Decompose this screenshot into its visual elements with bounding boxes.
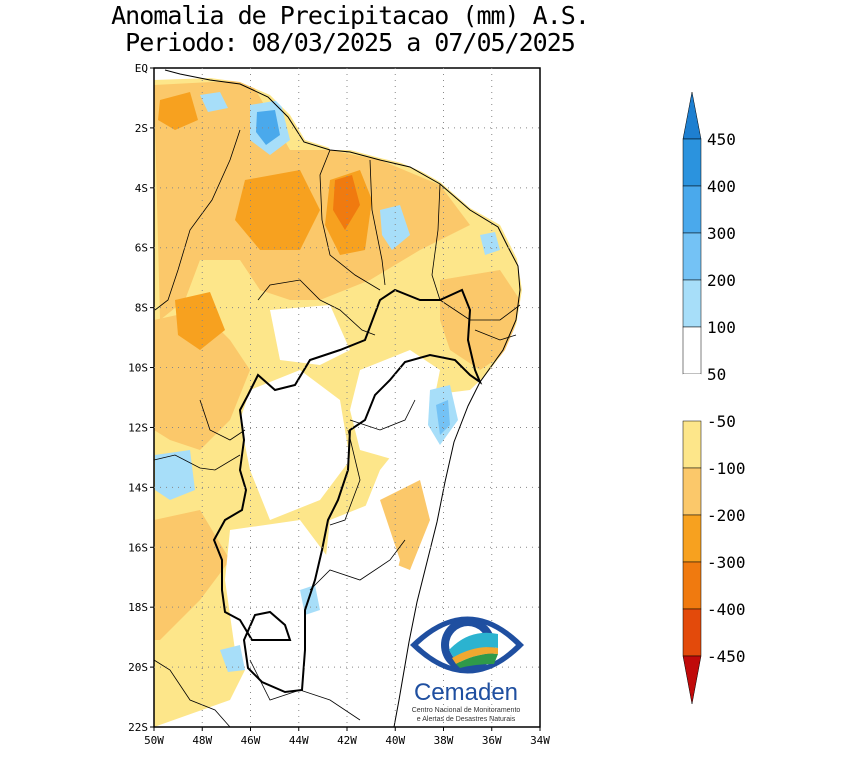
colorbar-bin-50 — [682, 326, 702, 375]
colorbar-bin-m300 — [682, 561, 702, 610]
colorbar-label-m450: -450 — [707, 647, 746, 666]
colorbar-top-arrow — [682, 91, 702, 140]
latitude-label: 18S — [128, 601, 148, 614]
logo-name: Cemaden — [414, 679, 518, 706]
colorbar-label-m400: -400 — [707, 600, 746, 619]
colorbar-label-m100: -100 — [707, 459, 746, 478]
latitude-label: 20S — [128, 661, 148, 674]
title-line-2: Periodo: 08/03/2025 a 07/05/2025 — [125, 28, 576, 57]
colorbar-label-450: 450 — [707, 130, 736, 149]
longitude-label: 42W — [337, 734, 357, 747]
longitude-label: 46W — [241, 734, 261, 747]
colorbar-label-m200: -200 — [707, 506, 746, 525]
colorbar-label-200: 200 — [707, 271, 736, 290]
latitude-label: 2S — [135, 122, 148, 135]
latitude-label: 14S — [128, 481, 148, 494]
colorbar-bin-200 — [682, 232, 702, 281]
latitude-label: 10S — [128, 362, 148, 375]
longitude-label: 50W — [144, 734, 164, 747]
longitude-label: 36W — [482, 734, 502, 747]
colorbar-bin-100 — [682, 279, 702, 328]
logo-subtitle-1: Centro Nacional de Monitoramento — [412, 707, 521, 714]
longitude-label: 38W — [434, 734, 454, 747]
colorbar-bin-400 — [682, 138, 702, 187]
graticule — [150, 67, 541, 731]
latitude-label: 16S — [128, 541, 148, 554]
latitude-labels: EQ 2S 4S 6S 8S 10S 12S 14S 16S 18S 20S 22S — [128, 62, 148, 734]
colorbar: 450 400 300 200 100 50 -50 -100 -200 -30… — [682, 91, 746, 705]
colorbar-label-50: 50 — [707, 365, 726, 384]
colorbar-label-m300: -300 — [707, 553, 746, 572]
colorbar-bin-m400 — [682, 608, 702, 657]
colorbar-bin-m50 — [682, 420, 702, 469]
longitude-label: 44W — [289, 734, 309, 747]
colorbar-label-400: 400 — [707, 177, 736, 196]
colorbar-label-m50: -50 — [707, 412, 736, 431]
longitude-labels: 50W 48W 46W 44W 42W 40W 38W 36W 34W — [144, 734, 550, 747]
latitude-label: 6S — [135, 242, 148, 255]
title-line-1: Anomalia de Precipitacao (mm) A.S. — [111, 1, 590, 30]
colorbar-label-300: 300 — [707, 224, 736, 243]
latitude-label: 12S — [128, 421, 148, 434]
colorbar-bin-300 — [682, 185, 702, 234]
latitude-label: EQ — [135, 62, 148, 75]
colorbar-bin-m100 — [682, 467, 702, 516]
longitude-label: 48W — [192, 734, 212, 747]
colorbar-bin-neutral — [683, 374, 701, 421]
colorbar-bin-m200 — [682, 514, 702, 563]
latitude-label: 8S — [135, 302, 148, 315]
latitude-label: 4S — [135, 182, 148, 195]
colorbar-bottom-arrow — [682, 655, 702, 705]
semiarid-boundary — [212, 288, 483, 694]
longitude-label: 34W — [530, 734, 550, 747]
logo-subtitle-2: e Alertas de Desastres Naturais — [417, 716, 516, 723]
cemaden-logo: Cemaden Centro Nacional de Monitoramento… — [410, 616, 524, 723]
coastline — [164, 69, 521, 728]
latitude-label: 22S — [128, 721, 148, 734]
ocean-area — [165, 68, 540, 727]
longitude-label: 40W — [385, 734, 405, 747]
colorbar-label-100: 100 — [707, 318, 736, 337]
